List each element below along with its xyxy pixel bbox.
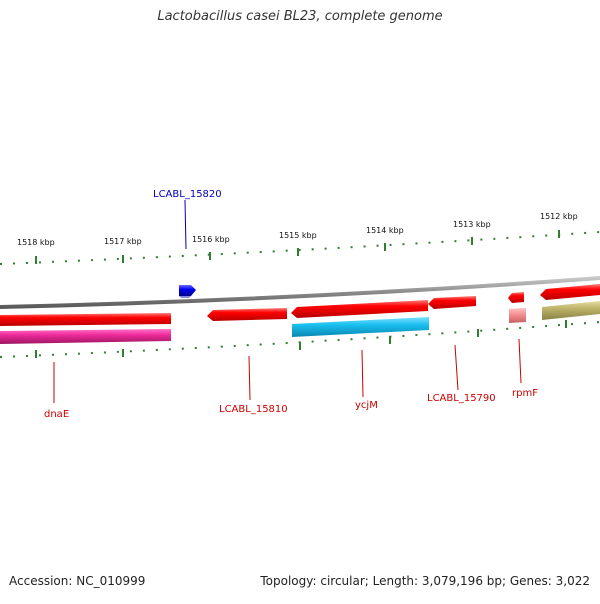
gene-dnae[interactable] — [0, 313, 171, 326]
label-lcabl-15820: LCABL_15820 — [153, 189, 222, 200]
gene-lcabl-15790[interactable] — [428, 296, 476, 309]
minus-strand-genes — [0, 284, 600, 326]
gene-ycjm[interactable] — [291, 300, 428, 318]
tick-label-1512: 1512 kbp — [540, 212, 578, 221]
label-dnae: dnaE — [44, 409, 69, 420]
gene-right-partial[interactable] — [540, 284, 600, 300]
tick-label-1518: 1518 kbp — [17, 238, 55, 247]
cds-dnae[interactable] — [0, 329, 171, 344]
outer-tick-track — [0, 231, 600, 265]
tick-label-1514: 1514 kbp — [366, 226, 404, 235]
tick-label-1516: 1516 kbp — [192, 235, 230, 244]
gene-lcabl-15820-shadow — [179, 296, 191, 298]
cds-right-partial[interactable] — [542, 301, 600, 320]
gene-lcabl-15820[interactable] — [179, 285, 196, 296]
label-lcabl-15790: LCABL_15790 — [427, 393, 496, 404]
leader-lines — [53, 199, 522, 403]
genome-summary: Topology: circular; Length: 3,079,196 bp… — [260, 574, 590, 588]
cds-ycjm[interactable] — [292, 317, 429, 337]
label-rpmf: rpmF — [512, 388, 538, 399]
label-ycjm: ycjM — [355, 400, 378, 411]
genome-backbone — [0, 276, 600, 309]
accession-text: Accession: NC_010999 — [9, 574, 146, 588]
tick-label-1513: 1513 kbp — [453, 220, 491, 229]
rna-rpmf[interactable] — [509, 308, 526, 323]
gene-rpmf[interactable] — [508, 292, 524, 303]
tick-label-1517: 1517 kbp — [104, 237, 142, 246]
cds-track — [0, 301, 600, 344]
major-ticks-inner — [35, 320, 567, 358]
label-lcabl-15810: LCABL_15810 — [219, 404, 288, 415]
major-ticks-outer — [35, 230, 560, 264]
map-title: Lactobacillus casei BL23, complete genom… — [157, 9, 443, 24]
tick-label-1515: 1515 kbp — [279, 231, 317, 240]
gene-lcabl-15810[interactable] — [207, 308, 287, 321]
